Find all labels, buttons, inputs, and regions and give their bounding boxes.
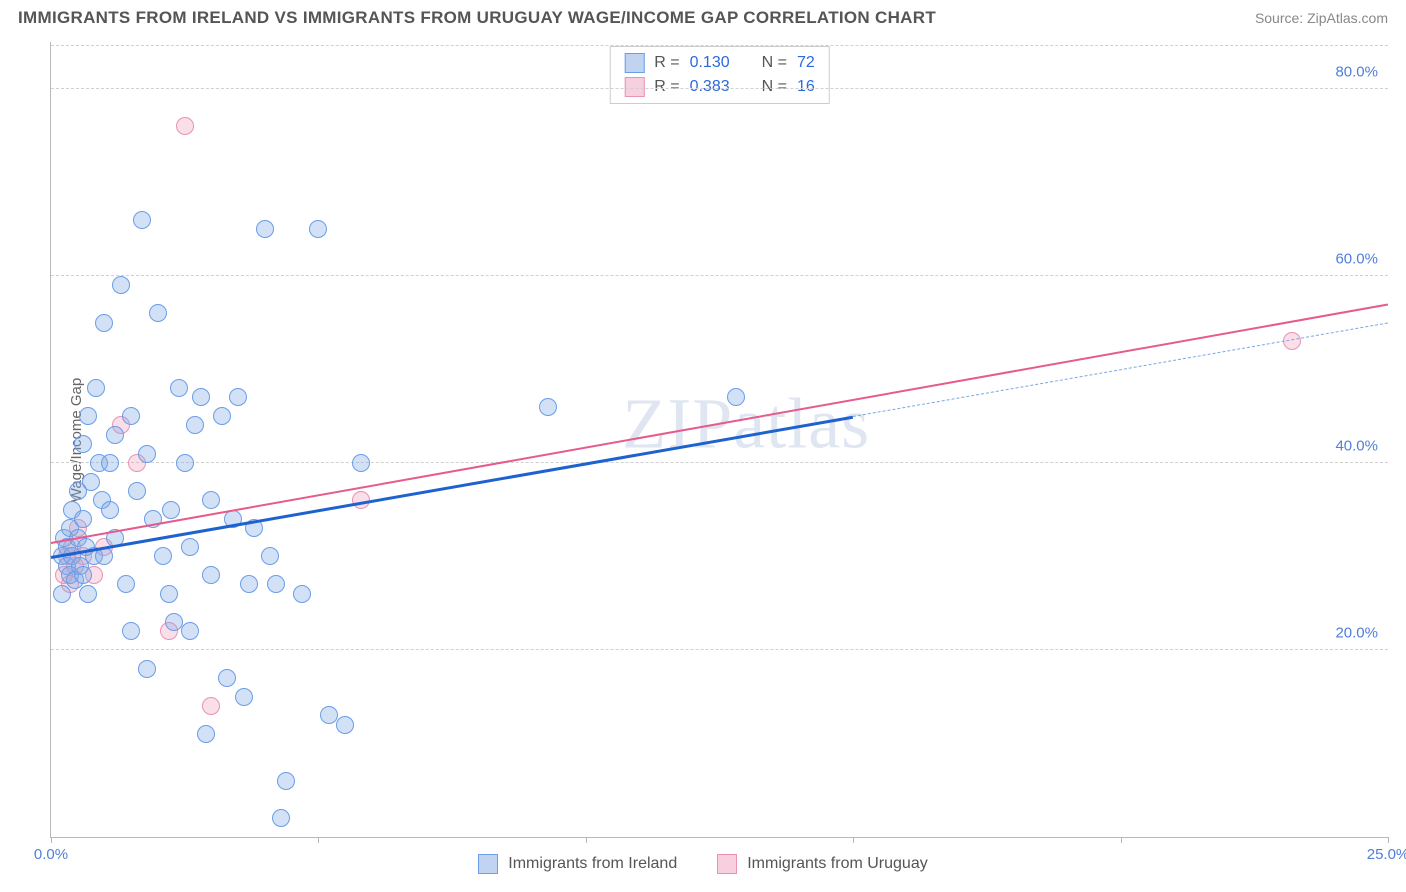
scatter-point bbox=[336, 716, 354, 734]
scatter-point bbox=[101, 501, 119, 519]
ytick-label: 80.0% bbox=[1335, 63, 1378, 80]
scatter-point bbox=[128, 482, 146, 500]
scatter-point bbox=[162, 501, 180, 519]
scatter-point bbox=[122, 622, 140, 640]
legend-item-a: Immigrants from Ireland bbox=[478, 854, 677, 874]
scatter-point bbox=[293, 585, 311, 603]
scatter-point bbox=[53, 585, 71, 603]
scatter-point bbox=[267, 575, 285, 593]
scatter-point bbox=[74, 435, 92, 453]
scatter-point bbox=[74, 566, 92, 584]
xtick bbox=[586, 837, 587, 843]
bottom-legend: Immigrants from Ireland Immigrants from … bbox=[0, 854, 1406, 874]
scatter-point bbox=[240, 575, 258, 593]
regression-line bbox=[853, 323, 1388, 418]
scatter-point bbox=[256, 220, 274, 238]
scatter-point bbox=[82, 473, 100, 491]
scatter-point bbox=[261, 547, 279, 565]
plot-wrap: Wage/Income Gap ZIPatlas R = 0.130 N = 7… bbox=[50, 42, 1388, 838]
scatter-point bbox=[154, 547, 172, 565]
scatter-point bbox=[138, 445, 156, 463]
gridline bbox=[51, 649, 1388, 650]
gridline bbox=[51, 275, 1388, 276]
scatter-point bbox=[352, 454, 370, 472]
scatter-point bbox=[176, 454, 194, 472]
ytick-label: 60.0% bbox=[1335, 250, 1378, 267]
scatter-point bbox=[176, 117, 194, 135]
xtick bbox=[1121, 837, 1122, 843]
scatter-point bbox=[95, 314, 113, 332]
r-label: R = bbox=[654, 54, 679, 72]
scatter-point bbox=[117, 575, 135, 593]
scatter-point bbox=[218, 669, 236, 687]
legend-item-b: Immigrants from Uruguay bbox=[717, 854, 928, 874]
legend-top: R = 0.130 N = 72 R = 0.383 N = 16 bbox=[609, 46, 830, 104]
scatter-point bbox=[202, 566, 220, 584]
scatter-point bbox=[181, 538, 199, 556]
scatter-point bbox=[539, 398, 557, 416]
scatter-point bbox=[181, 622, 199, 640]
xtick bbox=[1388, 837, 1389, 843]
scatter-point bbox=[202, 491, 220, 509]
scatter-point bbox=[202, 697, 220, 715]
plot-area: ZIPatlas R = 0.130 N = 72 R = 0.383 N = … bbox=[50, 42, 1388, 838]
swatch-a-icon bbox=[624, 53, 644, 73]
scatter-point bbox=[106, 426, 124, 444]
scatter-point bbox=[197, 725, 215, 743]
legend-row-a: R = 0.130 N = 72 bbox=[624, 51, 815, 75]
scatter-point bbox=[727, 388, 745, 406]
scatter-point bbox=[192, 388, 210, 406]
scatter-point bbox=[112, 276, 130, 294]
scatter-point bbox=[186, 416, 204, 434]
scatter-point bbox=[101, 454, 119, 472]
scatter-point bbox=[122, 407, 140, 425]
r-value-a: 0.130 bbox=[690, 54, 730, 72]
legend-label-b: Immigrants from Uruguay bbox=[747, 855, 928, 873]
n-label: N = bbox=[762, 54, 787, 72]
watermark: ZIPatlas bbox=[622, 382, 870, 465]
scatter-point bbox=[133, 211, 151, 229]
scatter-point bbox=[79, 407, 97, 425]
swatch-b-icon bbox=[717, 854, 737, 874]
scatter-point bbox=[170, 379, 188, 397]
gridline bbox=[51, 462, 1388, 463]
scatter-point bbox=[79, 585, 97, 603]
xtick bbox=[853, 837, 854, 843]
scatter-point bbox=[277, 772, 295, 790]
regression-line bbox=[51, 304, 1388, 544]
ytick-label: 20.0% bbox=[1335, 624, 1378, 641]
xtick bbox=[51, 837, 52, 843]
gridline bbox=[51, 45, 1388, 46]
scatter-point bbox=[309, 220, 327, 238]
scatter-point bbox=[272, 809, 290, 827]
xtick bbox=[318, 837, 319, 843]
scatter-point bbox=[74, 510, 92, 528]
source-label: Source: ZipAtlas.com bbox=[1255, 10, 1388, 26]
chart-title: IMMIGRANTS FROM IRELAND VS IMMIGRANTS FR… bbox=[18, 8, 936, 28]
scatter-point bbox=[213, 407, 231, 425]
scatter-point bbox=[149, 304, 167, 322]
gridline bbox=[51, 88, 1388, 89]
n-value-a: 72 bbox=[797, 54, 815, 72]
swatch-a-icon bbox=[478, 854, 498, 874]
scatter-point bbox=[229, 388, 247, 406]
ytick-label: 40.0% bbox=[1335, 437, 1378, 454]
scatter-point bbox=[138, 660, 156, 678]
scatter-point bbox=[87, 379, 105, 397]
scatter-point bbox=[160, 585, 178, 603]
regression-line bbox=[51, 416, 854, 559]
legend-label-a: Immigrants from Ireland bbox=[508, 855, 677, 873]
scatter-point bbox=[235, 688, 253, 706]
